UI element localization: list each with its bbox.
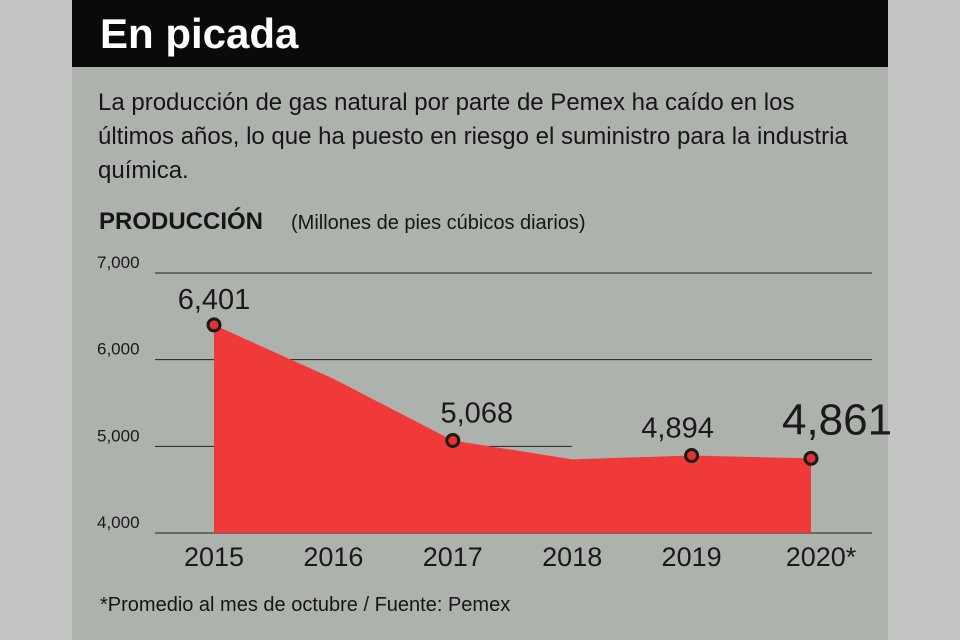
- chart-title: PRODUCCIÓN: [99, 208, 264, 235]
- x-tick-label: 2018: [542, 542, 602, 572]
- data-label: 5,068: [441, 397, 514, 429]
- data-label: 6,401: [178, 284, 251, 316]
- y-tick-label: 4,000: [97, 513, 140, 532]
- data-point-marker: [445, 432, 461, 448]
- y-tick-label: 6,000: [97, 340, 140, 359]
- x-tick-label: 2015: [184, 542, 244, 572]
- page-title: En picada: [100, 10, 299, 57]
- y-tick-label: 5,000: [97, 426, 140, 445]
- data-label: 4,894: [641, 413, 714, 445]
- x-tick-label: 2020*: [786, 542, 857, 572]
- data-point-marker: [206, 317, 222, 333]
- x-tick-label: 2016: [303, 542, 363, 572]
- data-point-marker: [684, 448, 700, 464]
- area-series: [214, 324, 811, 533]
- footnote: *Promedio al mes de octubre / Fuente: Pe…: [100, 594, 511, 616]
- data-label: 4,861: [782, 395, 892, 444]
- y-tick-label: 7,000: [97, 253, 140, 272]
- subtitle: La producción de gas natural por parte d…: [98, 89, 848, 184]
- chart-unit: (Millones de pies cúbicos diarios): [291, 212, 586, 234]
- x-tick-label: 2017: [423, 542, 483, 572]
- header-bar: [72, 0, 888, 67]
- data-point-marker: [803, 450, 819, 466]
- x-tick-label: 2019: [662, 542, 722, 572]
